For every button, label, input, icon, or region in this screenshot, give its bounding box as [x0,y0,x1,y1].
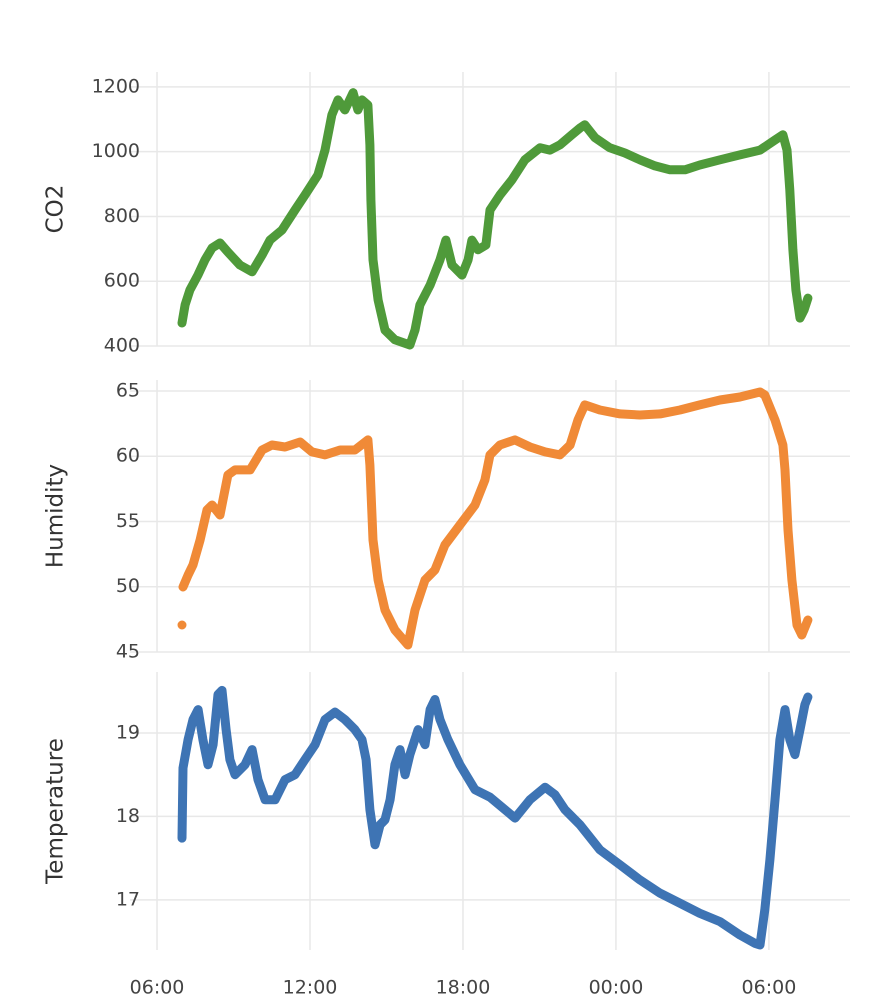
x-tick-label: 00:00 [589,977,644,999]
y-tick-label: 60 [116,445,140,467]
x-tick-label: 18:00 [436,977,491,999]
y-tick-label: 45 [116,641,140,663]
y-tick-label: 19 [116,721,140,743]
x-tick-label: 06:00 [130,977,185,999]
y-tick-label: 65 [116,379,140,401]
y-tick-label: 1000 [92,140,140,162]
data-line [177,88,813,350]
y-tick-label: 1200 [92,75,140,97]
y-axis-label: CO2 [43,185,69,234]
y-tick-label: 800 [104,205,140,227]
x-tick-label: 06:00 [742,977,797,999]
y-tick-label: 600 [104,270,140,292]
data-line [177,685,813,950]
data-line [177,387,813,650]
y-tick-label: 18 [116,805,140,827]
y-tick-label: 17 [116,888,140,910]
y-axis-label: Humidity [43,464,69,568]
y-tick-label: 50 [116,575,140,597]
y-axis-label: Temperature [43,738,69,885]
y-tick-label: 400 [104,335,140,357]
y-tick-label: 55 [116,510,140,532]
x-tick-label: 12:00 [283,977,338,999]
